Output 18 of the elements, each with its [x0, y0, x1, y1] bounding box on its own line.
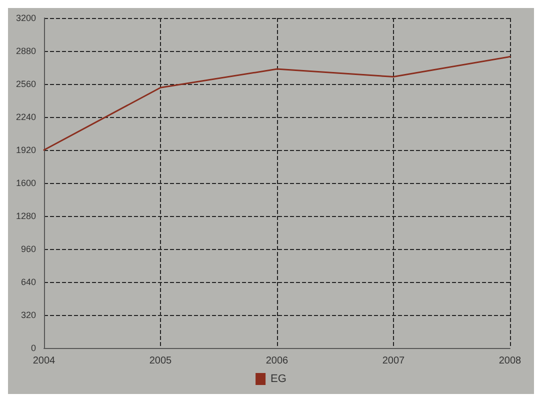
- y-tick-label: 640: [20, 277, 36, 287]
- line-series: [43, 56, 511, 151]
- y-tick-label: 2240: [16, 112, 36, 122]
- x-tick-label: 2005: [149, 356, 172, 366]
- y-tick-label: 2560: [16, 79, 36, 89]
- y-tick-label: 3200: [16, 13, 36, 23]
- y-tick-label: 0: [30, 343, 36, 353]
- x-tick-label: 2004: [32, 356, 56, 366]
- y-tick-label: 1600: [16, 178, 36, 188]
- y-tick-label: 320: [20, 310, 36, 320]
- y-tick-label: 960: [20, 244, 36, 254]
- x-tick-label: 2007: [382, 356, 406, 366]
- y-tick-label: 2880: [16, 46, 36, 56]
- y-tick-label: 1280: [16, 211, 36, 221]
- x-tick-label: 2008: [498, 356, 522, 366]
- y-tick-label: 1920: [16, 145, 36, 155]
- legend-label: EG: [270, 373, 286, 385]
- x-tick-label: 2006: [266, 356, 289, 366]
